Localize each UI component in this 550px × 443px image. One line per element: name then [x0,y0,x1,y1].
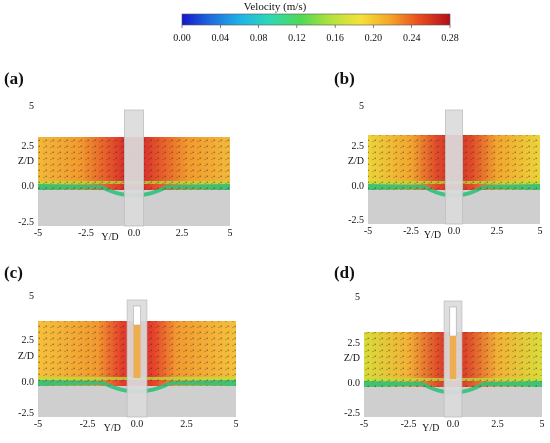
y-tick-label: 2.5 [180,419,193,430]
z-tick-label: 2.5 [22,141,35,152]
z-tick-label: -2.5 [344,408,360,419]
z-tick-label: 5 [29,291,34,302]
y-tick-label: -5 [360,419,368,430]
z-axis-label: Z/D [348,156,364,167]
y-tick-label: 5 [228,228,233,239]
y-tick-label: -5 [34,228,42,239]
z-tick-label: 5 [29,101,34,112]
z-tick-label: 2.5 [348,338,361,349]
panel-b: (b)52.50.0-2.5Z/D-5 -2.5 0.0 2.5 5Y/D [334,69,543,241]
z-tick-label: -2.5 [18,408,34,419]
colorbar-tick-label: 0.12 [288,33,306,44]
y-tick-label: 5 [234,419,239,430]
z-tick-label: 5 [355,292,360,303]
pile-opening [133,305,141,326]
pile-opening-flow [449,336,457,379]
y-tick-label: 2.5 [176,228,189,239]
y-tick-label: 2.5 [491,419,504,430]
panel-label: (d) [334,263,355,282]
colorbar-tick-label: 0.16 [326,33,344,44]
z-tick-label: -2.5 [18,217,34,228]
colorbar-tick-label: 0.00 [173,33,191,44]
y-tick-label: 0.0 [128,228,141,239]
y-tick-label: -2.5 [78,228,94,239]
pile [124,109,145,227]
y-axis-label: Y/D [104,423,121,434]
y-axis-label: Y/D [424,230,441,241]
panel-label: (b) [334,69,355,88]
z-axis-label: Z/D [344,353,360,364]
z-tick-label: 2.5 [22,335,35,346]
z-tick-label: -2.5 [348,215,364,226]
colorbar-tick-label: 0.20 [365,33,383,44]
z-axis-label: Z/D [18,351,34,362]
z-tick-label: 0.0 [348,378,361,389]
y-tick-label: -5 [34,419,42,430]
pile-opening-flow [133,325,141,378]
z-axis-label: Z/D [18,156,34,167]
colorbar-gradient-bar [181,13,451,26]
panel-label: (a) [4,69,24,88]
y-tick-label: 0.0 [447,419,460,430]
panel-a: (a)52.50.0-2.5Z/D-5 -2.5 0.0 2.5 5Y/D [4,69,233,243]
y-tick-label: 0.0 [131,419,144,430]
panel-label: (c) [4,263,23,282]
y-tick-label: -5 [364,226,372,237]
colorbar: Velocity (m/s) 0.00 0.04 0.08 0.12 0.16 0.20 0… [173,1,459,44]
y-tick-label: -2.5 [403,226,419,237]
y-tick-label: -2.5 [401,419,417,430]
colorbar-tick-label: 0.08 [250,33,268,44]
z-tick-label: 0.0 [352,181,365,192]
panel-c: (c)52.50.0-2.5Z/D-5 -2.5 0.0 2.5 5Y/D [4,263,239,434]
y-axis-label: Y/D [101,232,118,243]
y-axis-label: Y/D [422,423,439,434]
pile [444,109,463,225]
colorbar-title: Velocity (m/s) [244,1,307,13]
y-tick-label: 2.5 [491,226,504,237]
pile-opening [449,306,457,337]
y-tick-label: 5 [538,226,543,237]
colorbar-tick-label: 0.24 [403,33,421,44]
colorbar-tick-label: 0.28 [441,33,459,44]
z-tick-label: 2.5 [352,141,365,152]
y-tick-label: -2.5 [80,419,96,430]
z-tick-label: 0.0 [22,181,35,192]
y-tick-label: 5 [540,419,545,430]
panel-d: (d)52.50.0-2.5Z/D-5 -2.5 0.0 2.5 5Y/D [334,263,545,434]
z-tick-label: 0.0 [22,377,35,388]
y-tick-label: 0.0 [448,226,461,237]
z-tick-label: 5 [359,101,364,112]
colorbar-tick-label: 0.04 [212,33,230,44]
